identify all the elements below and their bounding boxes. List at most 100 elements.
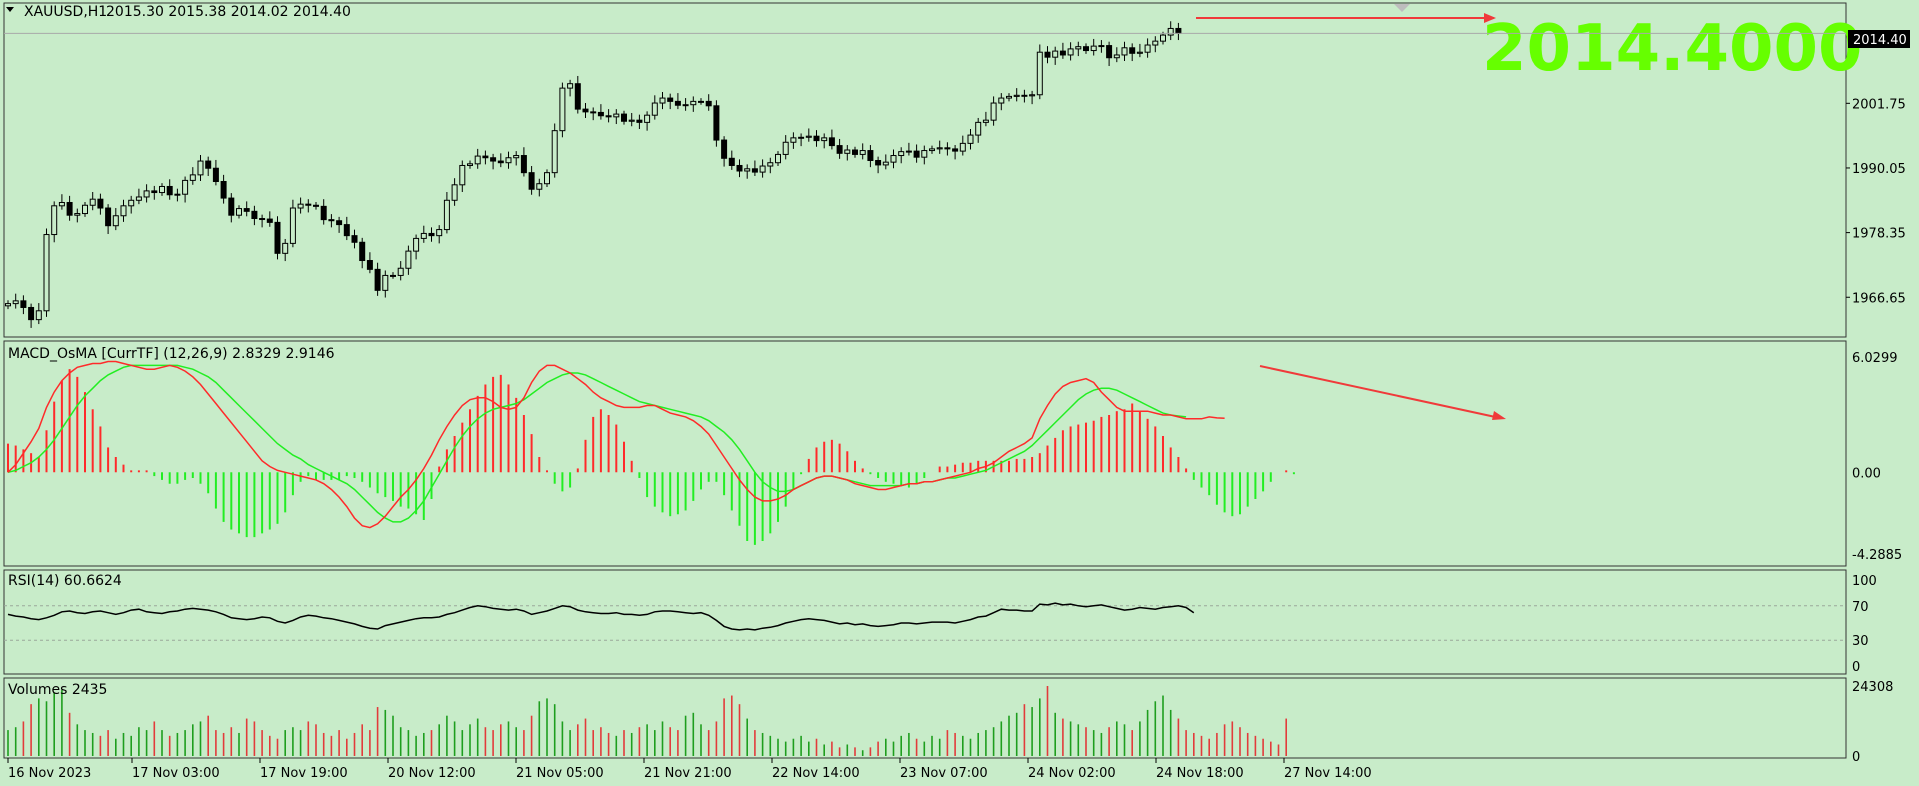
time-tick-label: 23 Nov 07:00: [900, 766, 988, 781]
macd-series: [7, 360, 1295, 545]
candle-body: [274, 221, 281, 254]
volume-tick-label: 0: [1852, 750, 1860, 765]
candle-body: [520, 155, 527, 174]
candle-body: [174, 193, 181, 196]
candle-body: [782, 141, 789, 155]
candle-body: [628, 119, 635, 122]
candle-body: [1013, 94, 1020, 97]
candle-body: [43, 234, 50, 312]
price-tag: 2014.40: [1853, 33, 1907, 48]
chart-shift-marker-icon[interactable]: [1394, 4, 1410, 12]
candle-body: [1098, 45, 1105, 48]
candle-body: [135, 196, 142, 201]
candle-body: [5, 303, 11, 307]
candle-body: [690, 100, 697, 106]
rsi-title: RSI(14) 60.6624: [8, 573, 122, 589]
candle-body: [882, 161, 889, 166]
candle-body: [1129, 47, 1136, 54]
macd-tick-label: -4.2885: [1852, 548, 1902, 563]
candle-body: [120, 205, 127, 217]
price-tag-box: [1848, 30, 1910, 48]
candle-body: [905, 150, 912, 153]
volume-tick-label: 24308: [1852, 680, 1893, 695]
candle-body: [474, 155, 481, 165]
candle-body: [289, 207, 296, 244]
candle-body: [189, 174, 196, 181]
candle-body: [382, 274, 389, 291]
price-panel[interactable]: [3, 2, 1847, 338]
candle-body: [644, 114, 651, 123]
candle-body: [844, 149, 851, 154]
candle-body: [975, 121, 982, 136]
volume-panel[interactable]: [3, 677, 1847, 759]
candle-body: [651, 102, 658, 116]
candle-body: [374, 268, 381, 291]
candle-body: [320, 205, 327, 221]
candle-body: [243, 208, 250, 212]
candle-body: [282, 242, 289, 254]
candle-body: [390, 274, 396, 277]
divergence-arrow-head-icon: [1492, 411, 1506, 420]
time-tick-label: 22 Nov 14:00: [772, 766, 860, 781]
candle-body: [205, 160, 212, 169]
rsi-tick-label: 100: [1852, 574, 1877, 589]
macd-panel[interactable]: [3, 340, 1847, 567]
candle-body: [297, 203, 304, 209]
candle-body: [705, 100, 712, 107]
candle-body: [736, 164, 743, 172]
candle-body: [1144, 44, 1151, 53]
candle-body: [1152, 40, 1159, 46]
candle-body: [836, 145, 843, 154]
candle-body: [867, 150, 874, 162]
candle-body: [852, 149, 858, 155]
candle-body: [775, 153, 781, 164]
candle-body: [821, 137, 828, 142]
rsi-series: [4, 602, 1846, 641]
candle-body: [212, 167, 219, 182]
candle-body: [1113, 54, 1120, 59]
time-tick-label: 24 Nov 02:00: [1028, 766, 1116, 781]
candle-body: [428, 232, 435, 237]
time-tick-label: 24 Nov 18:00: [1156, 766, 1244, 781]
candle-body: [1136, 51, 1143, 54]
rsi-panel[interactable]: [3, 569, 1847, 675]
candle-body: [74, 213, 81, 216]
candle-body: [105, 207, 112, 227]
candle-body: [590, 111, 597, 114]
candle-body: [351, 235, 358, 243]
candle-body: [859, 150, 866, 155]
candle-body: [451, 184, 458, 201]
candle-body: [713, 105, 720, 141]
candle-body: [998, 97, 1005, 104]
candle-body: [567, 83, 574, 89]
divergence-arrow-line[interactable]: [1259, 365, 1501, 419]
candle-body: [967, 134, 974, 144]
candle-body: [236, 208, 242, 216]
price-series: [4, 21, 1846, 328]
ohlc-label: 2015.30 2015.38 2014.02 2014.40: [106, 4, 351, 20]
candle-body: [721, 139, 728, 159]
candle-body: [436, 229, 443, 237]
candle-body: [336, 220, 343, 226]
candle-body: [259, 218, 266, 221]
candle-body: [805, 135, 812, 138]
candle-body: [467, 163, 473, 166]
candle-body: [621, 113, 627, 122]
candle-body: [613, 113, 620, 118]
candle-body: [413, 237, 420, 252]
time-tick-label: 21 Nov 05:00: [516, 766, 604, 781]
dropdown-triangle-icon[interactable]: [6, 7, 14, 12]
candle-body: [1090, 45, 1097, 52]
candle-body: [944, 147, 951, 150]
candle-body: [1052, 50, 1059, 58]
candle-body: [28, 306, 35, 321]
candle-body: [1006, 95, 1012, 99]
candle-body: [405, 250, 412, 269]
candle-body: [728, 157, 735, 166]
candle-body: [166, 185, 173, 196]
time-tick-label: 16 Nov 2023: [8, 766, 91, 781]
candle-body: [1167, 27, 1174, 36]
candle-body: [1021, 94, 1028, 97]
candle-body: [528, 172, 535, 190]
